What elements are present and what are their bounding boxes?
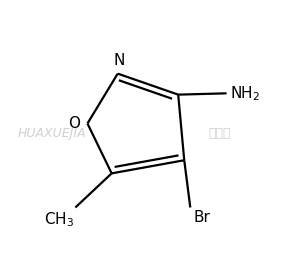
Text: N: N xyxy=(114,53,125,68)
Text: HUAXUEJIA: HUAXUEJIA xyxy=(18,128,87,140)
Text: 化学加: 化学加 xyxy=(209,128,231,140)
Text: NH$_2$: NH$_2$ xyxy=(229,84,260,103)
Text: CH$_3$: CH$_3$ xyxy=(44,210,74,229)
Text: Br: Br xyxy=(193,210,210,225)
Text: O: O xyxy=(68,116,80,131)
